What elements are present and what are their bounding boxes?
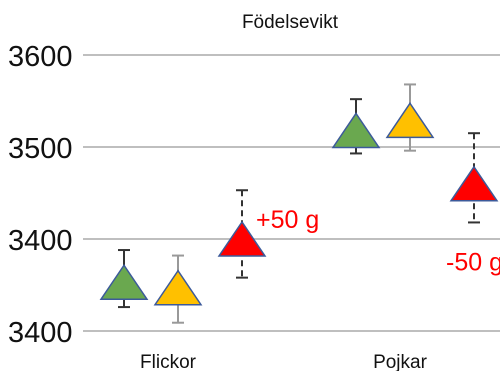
x-axis-category-labels: Flickor Pojkar (140, 352, 428, 371)
annotations: +50 g -50 g (256, 206, 500, 276)
difference-annotation: -50 g (446, 248, 500, 276)
triangle-marker (385, 101, 435, 139)
grid-lines (83, 54, 500, 332)
y-axis-tick-labels: 3400 3400 3500 3600 (8, 41, 73, 349)
triangle-marker (99, 263, 149, 300)
y-tick-label: 3600 (8, 41, 73, 73)
y-tick-label: 3400 (8, 317, 73, 349)
y-tick-label: 3500 (8, 133, 73, 165)
chart-title: Födelsevikt (242, 12, 339, 33)
category-label: Pojkar (373, 352, 428, 371)
triangle-marker (153, 269, 203, 306)
difference-annotation: +50 g (256, 206, 319, 234)
data-marks (99, 83, 499, 324)
category-label: Flickor (140, 352, 197, 371)
triangle-marker (449, 165, 499, 202)
y-tick-label: 3400 (8, 225, 73, 257)
triangle-marker (217, 220, 267, 257)
triangle-marker (331, 112, 381, 149)
